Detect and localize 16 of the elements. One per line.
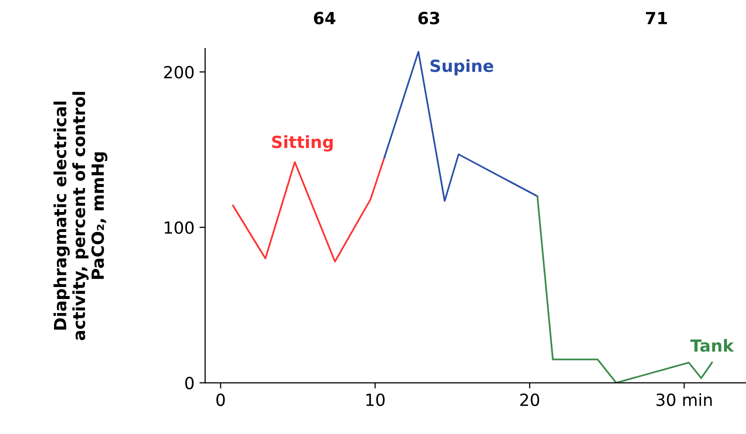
x-tick-label: 0 [216,394,225,406]
y-tick-label: 200 [164,66,194,78]
line-series [384,50,538,202]
x-tick-label: 30 min [656,393,712,406]
text: 64 [314,12,336,24]
x-tick-label: 20 [520,394,540,406]
series-label: Supine [430,59,494,76]
text: 71 [646,12,667,24]
x-tick-label: 10 [366,394,385,406]
series-label: Tank [690,338,734,352]
series-label: Sitting [272,135,333,152]
y-axis-title: Diaphragmatic electrical activity, percent of control PaCO₂, mmHg [54,92,108,340]
y-tick-label: 100 [164,221,194,234]
line-series [232,156,386,262]
y-tick-label: 0 [185,376,194,390]
text: 63 [418,12,440,24]
